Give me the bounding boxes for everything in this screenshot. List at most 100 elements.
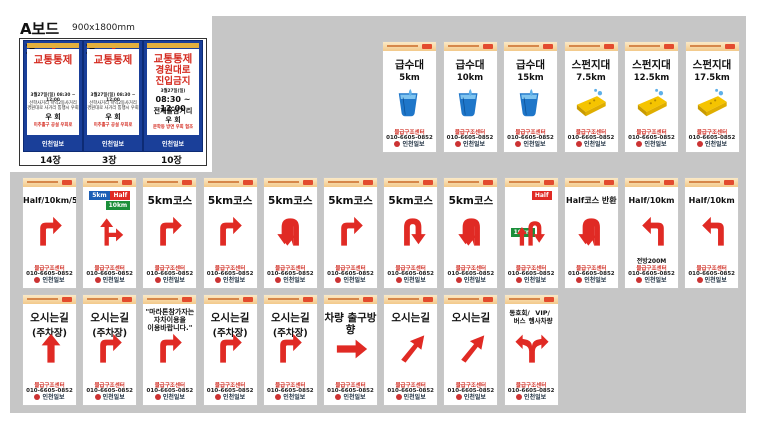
board-organization: 물급구조센터 — [335, 266, 366, 272]
board-title: 교통통제 — [93, 54, 133, 66]
board-note: 미추홀구 공설 우회로 — [93, 123, 133, 128]
board-header-strip — [504, 295, 558, 304]
board-title: Half/10km/5km — [23, 196, 77, 205]
board-header-strip — [324, 295, 377, 304]
board-title: 오시는길 — [270, 312, 310, 324]
board-title-2: (주차장) — [92, 328, 128, 339]
logo-dot-icon — [455, 277, 462, 283]
board-title-4: 행사차량 — [528, 317, 553, 325]
sign-board[interactable]: 스펀지대 17.5km 물급구조센터 010-6605-0852 인천일보 — [684, 41, 740, 153]
sign-board[interactable]: 5km코스 물급구조센터 010-6605-0852 인천일보 — [142, 177, 198, 289]
board-title-3: 진입금지 — [155, 76, 191, 87]
a-board-3[interactable]: 교통통제 경원대로 진입금지 3월27일(일) 08:30 ~ 12:00 전재… — [143, 40, 203, 152]
logo-dot-icon — [636, 277, 643, 283]
board-footer-text: 인천일보 — [343, 277, 366, 284]
board-header-strip — [27, 43, 79, 48]
a-board-1[interactable]: 교통통제 3월27일(일) 08:30 ~ 12:00 선학사거리 학익2동사거… — [23, 40, 83, 152]
sign-board[interactable]: 스펀지대 12.5km 물급구조센터 010-6605-0852 인천일보 — [624, 41, 679, 153]
sign-board[interactable]: 급수대 10km 물급구조센터 010-6605-0852 인천일보 — [442, 41, 498, 153]
board-title: Half코스 반환 — [566, 196, 617, 205]
board-title-2: 버스 — [513, 317, 526, 325]
board-header-strip — [564, 178, 618, 187]
board-title-2: (주차장) — [32, 328, 67, 339]
sign-board[interactable]: 급수대 15km 물급구조센터 010-6605-0852 인천일보 — [503, 41, 558, 153]
sign-board[interactable]: Half코스 반환 물급구조센터 010-6605-0852 인천일보 — [563, 177, 619, 289]
sign-board[interactable]: 5km코스 물급구조센터 010-6605-0852 인천일보 — [443, 177, 499, 289]
sign-board[interactable]: 5km코스 물급구조센터 010-6605-0852 인천일보 — [202, 177, 258, 289]
board-phone: 010-6605-0852 — [688, 271, 736, 277]
board-footer-text: 인천일보 — [462, 141, 486, 148]
board-organization: 물급구조센터 — [696, 130, 728, 136]
sign-board[interactable]: 5km코스 물급구조센터 010-6605-0852 인천일보 — [323, 177, 378, 289]
logo-dot-icon — [575, 141, 582, 147]
sign-board[interactable]: 오시는길 (주차장) 물급구조센터 010-6605-0852 인천일보 — [262, 294, 318, 406]
sign-board[interactable]: 5km코스 물급구조센터 010-6605-0852 인천일보 — [383, 177, 439, 289]
board-footer: 인천일보 — [204, 275, 257, 284]
board-header-strip — [384, 295, 438, 304]
sign-board[interactable]: 오시는길 물급구조센터 010-6605-0852 인천일보 — [443, 294, 499, 406]
board-header-strip — [23, 295, 76, 304]
a-board-2[interactable]: 교통통제 3월27일(일) 08:30 ~ 12:00 선학사거리 학익2동사거… — [83, 40, 143, 152]
board-footer-text: 인천일보 — [42, 394, 65, 401]
board-title: 오시는길 — [90, 312, 129, 324]
board-footer-text: 인천일보 — [102, 394, 125, 401]
board-organization: 물급구조센터 — [575, 130, 607, 136]
water-cup-icon — [458, 88, 478, 117]
board-title: 5km코스 — [147, 195, 193, 207]
board-organization: 물급구조센터 — [515, 266, 547, 272]
arrow-turn-right-icon — [340, 216, 363, 246]
sign-board[interactable]: 오시는길 물급구조센터 010-6605-0852 인천일보 — [383, 294, 439, 406]
board-footer: 인천일보 — [264, 392, 317, 401]
logo-dot-icon — [94, 277, 101, 283]
sign-board[interactable]: Half/10km 전방200M 물급구조센터 010-6605-0852 인천일보 — [624, 177, 679, 289]
sign-board[interactable]: 오시는길 (주차장) 물급구조센터 010-6605-0852 인천일보 — [22, 294, 77, 406]
logo-dot-icon — [94, 394, 101, 400]
board-subtitle: 5km — [399, 73, 420, 83]
board-footer: 인천일보 — [161, 141, 185, 148]
board-organization: 물급구조센터 — [34, 266, 65, 272]
sign-board[interactable]: 스펀지대 7.5km 물급구조센터 010-6605-0852 인천일보 — [563, 41, 619, 153]
board-header-strip — [23, 178, 76, 187]
course-tag: Half — [531, 191, 552, 200]
logo-dot-icon — [394, 141, 401, 147]
sign-board[interactable]: 급수대 5km 물급구조센터 010-6605-0852 인천일보 — [382, 41, 437, 153]
sign-board[interactable]: 5km코스 물급구조센터 010-6605-0852 인천일보 — [262, 177, 318, 289]
sign-board[interactable]: Half/10km 물급구조센터 010-6605-0852 인천일보 — [684, 177, 740, 289]
board-footer: 인천일보 — [384, 275, 437, 284]
sign-board[interactable]: 5km Half 10km 물급구조센터 010-6605-0852 인천일보 — [82, 177, 138, 289]
board-organization: 물급구조센터 — [214, 266, 246, 272]
board-header-strip — [324, 178, 377, 187]
sign-board[interactable]: "마라톤참가자는 자차이용을 이용바랍니다." 물급구조센터 010-6605-0852… — [142, 294, 198, 406]
board-footer-text: 인천일보 — [644, 141, 667, 148]
logo-dot-icon — [335, 277, 342, 283]
board-organization: 물급구조센터 — [455, 266, 487, 272]
logo-dot-icon — [154, 394, 161, 400]
arrow-turn-right-icon — [160, 216, 182, 246]
board-phone: 010-6605-0852 — [206, 271, 254, 277]
board-footer: 인천일보 — [504, 139, 557, 148]
board-footer: 인천일보 — [444, 275, 497, 284]
board-title-3: VIP/ — [535, 309, 550, 317]
sign-board[interactable]: 차량 출구방향 물급구조센터 010-6605-0852 인천일보 — [323, 294, 378, 406]
sign-board[interactable]: 오시는길 (주차장) 물급구조센터 010-6605-0852 인천일보 — [82, 294, 138, 406]
arrow-double-u-icon — [516, 221, 546, 246]
board-organization: 물급구조센터 — [454, 130, 486, 136]
board-title: 스펀지대 — [692, 59, 732, 71]
arrow-diagonal-icon — [461, 335, 485, 363]
arrow-u-turn-icon — [458, 218, 480, 246]
sign-board[interactable]: 오시는길 (주차장) 물급구조센터 010-6605-0852 인천일보 — [202, 294, 258, 406]
board-footer: 인천일보 — [41, 141, 65, 148]
board-footer-text: 인천일보 — [162, 277, 185, 284]
board-organization: 물급구조센터 — [335, 383, 366, 389]
course-tag: Half — [110, 191, 131, 200]
board-footer: 인천일보 — [685, 275, 738, 284]
logo-dot-icon — [696, 141, 703, 147]
sign-board[interactable]: 동호회/버스 VIP/행사차량 물급구조센터 010-6605-0852 인천일보 — [503, 294, 559, 406]
board-footer-text: 인천일보 — [704, 277, 727, 284]
board-footer: 인천일보 — [204, 392, 257, 401]
board-footer-text: 인천일보 — [403, 277, 426, 284]
board-title: Half/10km — [688, 196, 735, 205]
board-phone: 010-6605-0852 — [446, 135, 494, 141]
